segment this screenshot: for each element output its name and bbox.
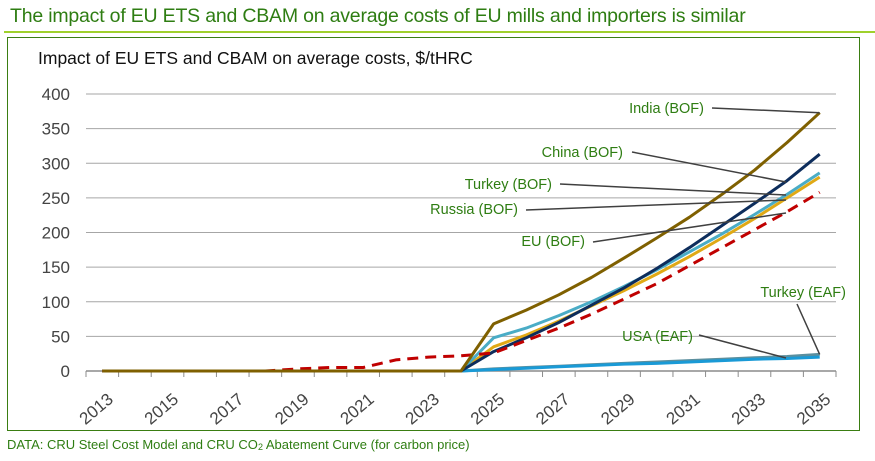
x-tick-label: 2033 [728,390,769,429]
y-tick-label: 300 [42,154,70,173]
leader-line-russia-bof [525,199,787,211]
leader-line-usa-eaf [698,334,787,359]
x-tick-label: 2017 [206,390,247,429]
y-tick-label: 150 [42,258,70,277]
x-tick-label: 2013 [76,390,117,429]
leader-line-eu-bof [592,212,787,243]
annotation-usa-eaf: USA (EAF) [622,329,693,345]
chart-frame [7,37,860,431]
series-line-india-bof [102,111,821,373]
annotation-china-bof: China (BOF) [542,145,623,161]
source-prefix: DATA: CRU Steel Cost Model and CRU CO [7,437,258,452]
source-suffix: Abatement Curve (for carbon price) [262,437,470,452]
x-tick-label: 2021 [337,390,378,429]
y-axis: 0 50 100 150 200 250 300 350 400 [42,85,70,381]
y-tick-label: 200 [42,224,70,243]
series-line-eu-bof [102,191,821,373]
y-tick-label: 350 [42,120,70,139]
annotation-turkey-bof: Turkey (BOF) [465,177,552,193]
leader-line-turkey-bof [559,183,787,196]
x-tick-label: 2027 [532,390,573,429]
annotation-labels: India (BOF) China (BOF) Turkey (BOF) Russia… [430,101,846,345]
annotation-leaders [525,107,821,359]
x-tick-label: 2015 [141,390,182,429]
y-tick-label: 0 [61,362,70,381]
y-tick-label: 250 [42,189,70,208]
leader-line-india-bof [711,107,820,114]
x-tick-label: 2019 [271,390,312,429]
x-tick-label: 2035 [793,390,834,429]
x-axis: 2013 2015 2017 2019 2021 2023 2025 2027 2029 2031… [76,370,837,429]
x-tick-label: 2023 [402,390,443,429]
leader-line-turkey-eaf [796,303,821,355]
y-tick-label: 100 [42,293,70,312]
source-subscript: 2 [257,442,263,452]
series-lines [102,111,821,373]
source-note: DATA: CRU Steel Cost Model and CRU CO2 A… [7,437,470,452]
y-tick-label: 50 [51,327,70,346]
annotation-eu-bof: EU (BOF) [521,234,585,250]
x-tick-label: 2025 [467,390,508,429]
x-tick-label: 2029 [597,390,638,429]
headline-rule [4,31,875,33]
annotation-turkey-eaf: Turkey (EAF) [760,285,846,301]
x-tick-label: 2031 [663,390,704,429]
chart-title: Impact of EU ETS and CBAM on average cos… [38,48,473,68]
y-tick-label: 400 [42,85,70,104]
leader-line-china-bof [631,151,787,183]
annotation-india-bof: India (BOF) [629,101,704,117]
annotation-russia-bof: Russia (BOF) [430,202,518,218]
headline: The impact of EU ETS and CBAM on average… [10,5,746,27]
